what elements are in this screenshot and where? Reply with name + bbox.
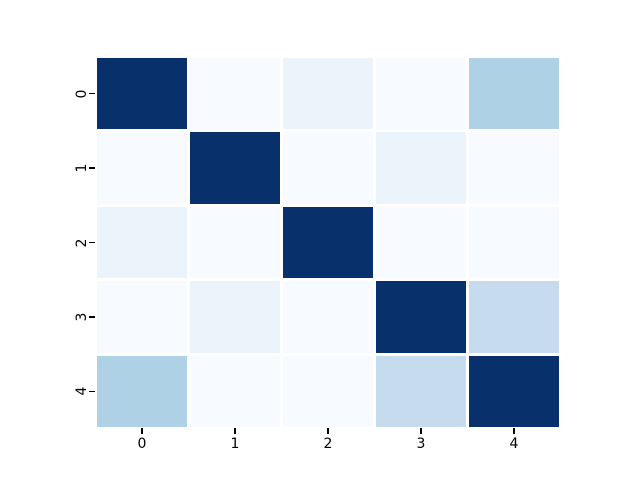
heatmap-grid bbox=[97, 58, 559, 427]
heatmap-cell-r4-c0 bbox=[97, 355, 187, 427]
heatmap-cell-r1-c4 bbox=[469, 132, 559, 204]
x-axis-tick-label-0: 0 bbox=[137, 436, 147, 452]
heatmap-cell-r0-c3 bbox=[376, 58, 466, 130]
x-axis-tick-label-4: 4 bbox=[509, 436, 519, 452]
heatmap-cell-r4-c1 bbox=[190, 355, 280, 427]
heatmap-cell-r1-c0 bbox=[97, 132, 187, 204]
heatmap-cell-r3-c0 bbox=[97, 281, 187, 353]
heatmap-cell-r2-c1 bbox=[190, 206, 280, 279]
y-axis-tick-label-4: 4 bbox=[74, 386, 90, 396]
x-axis-tick-2 bbox=[327, 428, 329, 434]
y-axis-tick-4 bbox=[89, 390, 95, 393]
x-axis-tick-0 bbox=[141, 428, 143, 434]
x-axis-tick-1 bbox=[234, 428, 236, 434]
heatmap-cell-r1-c3 bbox=[376, 132, 466, 204]
heatmap-cell-r2-c3 bbox=[376, 206, 466, 279]
x-axis-tick-3 bbox=[420, 428, 422, 434]
heatmap-cell-r3-c1 bbox=[190, 281, 280, 353]
heatmap-cell-r3-c4 bbox=[469, 281, 559, 353]
heatmap-cell-r0-c0 bbox=[97, 58, 187, 130]
y-axis-tick-label-2: 2 bbox=[74, 238, 90, 247]
heatmap-cell-r0-c4 bbox=[469, 58, 559, 130]
y-axis-tick-1 bbox=[89, 167, 95, 169]
x-axis-tick-label-1: 1 bbox=[230, 436, 240, 452]
y-axis-tick-label-0: 0 bbox=[74, 89, 90, 99]
heatmap-cell-r1-c2 bbox=[283, 132, 373, 204]
heatmap-cell-r0-c2 bbox=[283, 58, 373, 130]
heatmap-cell-r2-c2 bbox=[283, 206, 373, 279]
heatmap-cell-r2-c4 bbox=[469, 206, 559, 279]
heatmap-cell-r3-c2 bbox=[283, 281, 373, 353]
heatmap-cell-r4-c3 bbox=[376, 355, 466, 427]
heatmap-cell-r0-c1 bbox=[190, 58, 280, 130]
y-axis-tick-label-1: 1 bbox=[74, 163, 90, 173]
y-axis-tick-0 bbox=[89, 92, 95, 95]
heatmap-cell-r3-c3 bbox=[376, 281, 466, 353]
x-axis-tick-4 bbox=[513, 428, 515, 434]
x-axis-tick-label-2: 2 bbox=[323, 436, 333, 452]
y-axis-tick-3 bbox=[89, 316, 95, 318]
heatmap-cell-r2-c0 bbox=[97, 206, 187, 279]
x-axis-tick-label-3: 3 bbox=[416, 436, 426, 452]
y-axis-tick-label-3: 3 bbox=[74, 312, 90, 322]
heatmap-cell-r1-c1 bbox=[190, 132, 280, 204]
heatmap-cell-r4-c2 bbox=[283, 355, 373, 427]
heatmap-cell-r4-c4 bbox=[469, 355, 559, 427]
heatmap-plot-area bbox=[97, 58, 559, 427]
y-axis-tick-2 bbox=[89, 241, 95, 244]
